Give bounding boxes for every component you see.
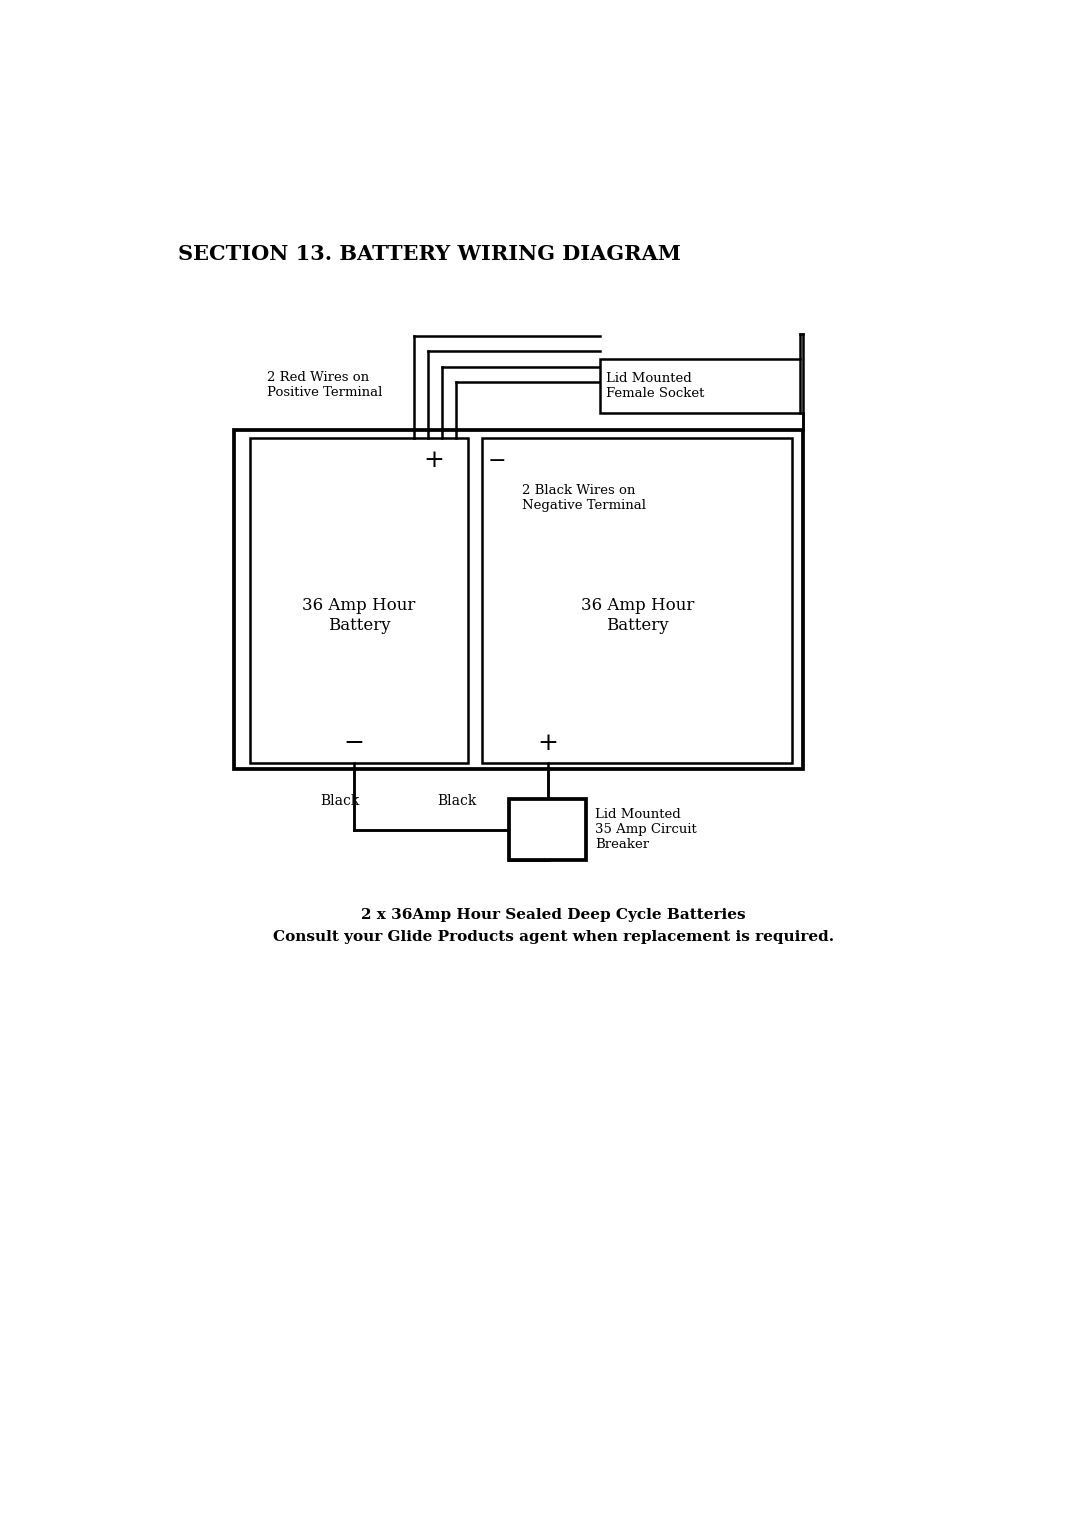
Text: 2 Red Wires on
Positive Terminal: 2 Red Wires on Positive Terminal: [267, 372, 382, 399]
Bar: [509, 800, 586, 859]
Text: Lid Mounted
35 Amp Circuit
Breaker: Lid Mounted 35 Amp Circuit Breaker: [595, 807, 697, 852]
Bar: [249, 437, 469, 763]
Bar: [482, 437, 793, 763]
Text: SECTION 13. BATTERY WIRING DIAGRAM: SECTION 13. BATTERY WIRING DIAGRAM: [177, 243, 680, 263]
Text: 36 Amp Hour
Battery: 36 Amp Hour Battery: [302, 598, 416, 633]
Bar: [600, 359, 800, 413]
Text: −: −: [343, 732, 364, 755]
Text: Black: Black: [321, 794, 360, 809]
Text: 36 Amp Hour
Battery: 36 Amp Hour Battery: [581, 598, 693, 633]
Text: 2 x 36Amp Hour Sealed Deep Cycle Batteries: 2 x 36Amp Hour Sealed Deep Cycle Batteri…: [361, 908, 746, 922]
Text: Black: Black: [437, 794, 476, 809]
Text: +: +: [423, 450, 444, 472]
Text: 2 Black Wires on
Negative Terminal: 2 Black Wires on Negative Terminal: [523, 483, 647, 512]
Text: −: −: [487, 450, 507, 471]
Text: Lid Mounted
Female Socket: Lid Mounted Female Socket: [606, 372, 704, 401]
Text: Consult your Glide Products agent when replacement is required.: Consult your Glide Products agent when r…: [273, 930, 834, 943]
Text: +: +: [538, 732, 558, 755]
Bar: [234, 430, 804, 769]
